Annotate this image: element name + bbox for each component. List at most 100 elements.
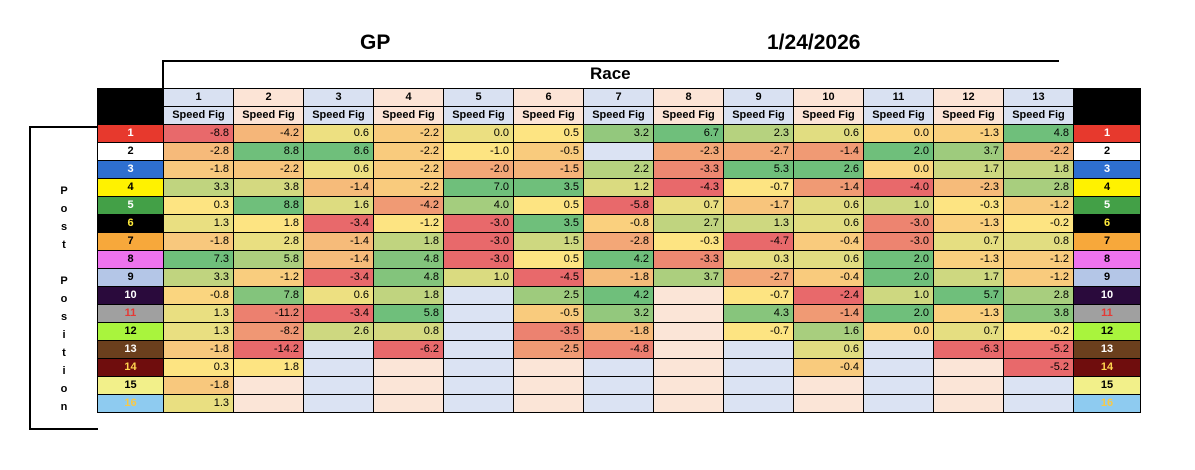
post-position-badge: 15 [1073, 376, 1141, 395]
post-position-badge: 9 [97, 268, 164, 287]
column-label: Speed Fig [653, 106, 724, 125]
side-label-letter: P [60, 275, 68, 287]
race-number: 6 [513, 88, 584, 107]
column-label: Speed Fig [443, 106, 514, 125]
post-row: 9 3.3 -1.2 -3.4 4.8 1.0 -4.5 -1.8 3.7 -2.7 -0.4 2.0… [97, 268, 1141, 287]
speed-figure-cell: -4.8 [583, 340, 654, 359]
speed-figure-table: 1 2 3 4 5 6 7 8 9 10 11 12 13 Speed Fig Speed Fig Speed… [97, 88, 1141, 413]
speed-figure-cell: 2.2 [583, 160, 654, 179]
speed-figure-cell: -0.5 [513, 142, 584, 161]
column-label: Speed Fig [723, 106, 794, 125]
track-title: GP [360, 31, 391, 54]
post-position-badge: 5 [97, 196, 164, 215]
post-position-badge: 4 [97, 178, 164, 197]
speed-figure-cell: 1.5 [513, 232, 584, 251]
speed-figure-cell: -0.3 [653, 232, 724, 251]
post-row: 1 -8.8 -4.2 0.6 -2.2 0.0 0.5 3.2 6.7 2.3 0.6 0.0 -1.… [97, 124, 1141, 143]
speed-figure-cell: -1.3 [933, 124, 1004, 143]
post-position-badge: 4 [1073, 178, 1141, 197]
empty-cell [653, 304, 724, 323]
post-row: 7 -1.8 2.8 -1.4 1.8 -3.0 1.5 -2.8 -0.3 -4.7 -0.4 -3… [97, 232, 1141, 251]
empty-cell [303, 394, 374, 413]
speed-figure-cell: 3.3 [163, 268, 234, 287]
empty-cell [233, 394, 304, 413]
empty-cell [723, 394, 794, 413]
speed-figure-cell: -1.7 [723, 196, 794, 215]
speed-figure-cell: 0.5 [513, 250, 584, 269]
empty-cell [443, 376, 514, 395]
speed-figure-cell: 0.7 [933, 232, 1004, 251]
side-label-letter: t [62, 239, 66, 251]
speed-figure-cell: 2.0 [863, 304, 934, 323]
speed-figure-cell: 8.6 [303, 142, 374, 161]
empty-cell [653, 376, 724, 395]
speed-figure-cell: -2.3 [653, 142, 724, 161]
speed-figure-cell: -5.8 [583, 196, 654, 215]
speed-figure-cell: 1.7 [933, 268, 1004, 287]
side-label-letter: P [60, 185, 68, 197]
speed-figure-cell: 5.8 [373, 304, 444, 323]
speed-figure-cell: -1.4 [303, 232, 374, 251]
speed-figure-cell: -2.2 [233, 160, 304, 179]
speed-figure-cell: 4.3 [723, 304, 794, 323]
empty-cell [303, 358, 374, 377]
post-position-badge: 8 [97, 250, 164, 269]
side-label-letter: n [60, 401, 68, 413]
post-row: 15 -1.8 15 [97, 376, 1141, 395]
speed-figure-cell: 0.6 [793, 340, 864, 359]
post-position-badge: 5 [1073, 196, 1141, 215]
post-position-badge: 12 [97, 322, 164, 341]
column-label: Speed Fig [583, 106, 654, 125]
race-number: 10 [793, 88, 864, 107]
speed-figure-cell: -1.2 [233, 268, 304, 287]
speed-figure-cell: 1.8 [233, 358, 304, 377]
speed-figure-cell: 0.8 [1003, 232, 1074, 251]
race-number: 8 [653, 88, 724, 107]
post-position-badge: 2 [1073, 142, 1141, 161]
speed-figure-cell: 1.8 [1003, 160, 1074, 179]
post-row: 10 -0.8 7.8 0.6 1.8 2.5 4.2 -0.7 -2.4 1.0 5.7 2.8 10 [97, 286, 1141, 305]
speed-figure-cell: -4.5 [513, 268, 584, 287]
empty-cell [863, 376, 934, 395]
column-label: Speed Fig [513, 106, 584, 125]
post-position-badge: 13 [97, 340, 164, 359]
speed-figure-cell: 0.6 [303, 160, 374, 179]
empty-cell [933, 394, 1004, 413]
speed-figure-cell: 5.8 [233, 250, 304, 269]
speed-figure-cell: 1.0 [863, 196, 934, 215]
empty-cell [933, 358, 1004, 377]
speed-figure-cell: -3.0 [443, 214, 514, 233]
race-number: 4 [373, 88, 444, 107]
speed-figure-cell: 8.8 [233, 142, 304, 161]
speed-figure-cell: 0.0 [863, 322, 934, 341]
post-position-badge: 6 [1073, 214, 1141, 233]
speed-figure-cell: 2.7 [653, 214, 724, 233]
corner-cell [1073, 88, 1141, 125]
empty-cell [303, 340, 374, 359]
speed-figure-cell: 0.7 [933, 322, 1004, 341]
post-position-badge: 6 [97, 214, 164, 233]
speed-figure-cell: 1.6 [793, 322, 864, 341]
side-label-letter: i [62, 365, 66, 377]
post-position-badge: 2 [97, 142, 164, 161]
speed-figure-cell: -1.4 [303, 178, 374, 197]
speed-figure-cell: -0.2 [1003, 214, 1074, 233]
column-label: Speed Fig [373, 106, 444, 125]
speed-figure-cell: -3.4 [303, 304, 374, 323]
column-label: Speed Fig [793, 106, 864, 125]
speed-figure-cell: -11.2 [233, 304, 304, 323]
speed-figure-cell: -0.8 [583, 214, 654, 233]
speed-figure-cell: -2.3 [933, 178, 1004, 197]
speed-figure-cell: 7.0 [443, 178, 514, 197]
empty-cell [723, 376, 794, 395]
speed-figure-cell: -1.8 [583, 268, 654, 287]
speed-figure-cell: 5.3 [723, 160, 794, 179]
empty-cell [723, 358, 794, 377]
side-label-letter: o [60, 293, 68, 305]
empty-cell [443, 358, 514, 377]
speed-figure-cell: -1.8 [163, 340, 234, 359]
speed-figure-cell: 2.3 [723, 124, 794, 143]
speed-figure-cell: 0.3 [163, 196, 234, 215]
speed-figure-cell: 2.0 [863, 268, 934, 287]
speed-figure-cell: -1.4 [793, 304, 864, 323]
